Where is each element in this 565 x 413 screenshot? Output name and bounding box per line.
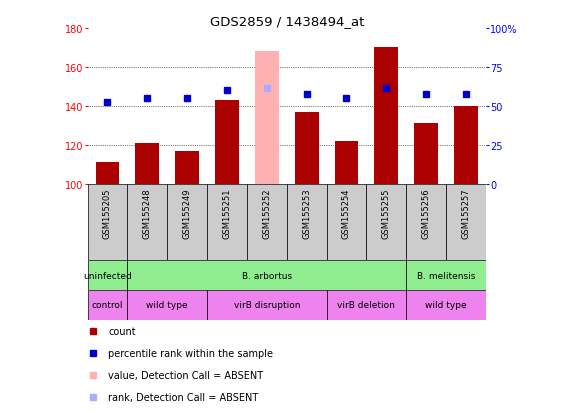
- Text: GSM155249: GSM155249: [182, 188, 192, 238]
- Bar: [128, 290, 207, 320]
- Bar: [454, 107, 478, 184]
- Bar: [287, 184, 327, 261]
- Bar: [375, 48, 398, 184]
- Bar: [247, 184, 287, 261]
- Bar: [88, 184, 128, 261]
- Bar: [88, 261, 128, 290]
- Text: control: control: [92, 301, 123, 310]
- Text: percentile rank within the sample: percentile rank within the sample: [108, 348, 273, 358]
- Bar: [327, 184, 367, 261]
- Bar: [334, 142, 358, 184]
- Bar: [95, 163, 119, 184]
- Bar: [88, 290, 128, 320]
- Text: virB deletion: virB deletion: [337, 301, 396, 310]
- Bar: [406, 261, 486, 290]
- Text: GSM155257: GSM155257: [462, 188, 471, 239]
- Bar: [128, 261, 406, 290]
- Text: GSM155255: GSM155255: [382, 188, 391, 238]
- Bar: [207, 184, 247, 261]
- Text: count: count: [108, 327, 136, 337]
- Text: GSM155205: GSM155205: [103, 188, 112, 238]
- Bar: [406, 290, 486, 320]
- Text: GSM155248: GSM155248: [143, 188, 152, 239]
- Bar: [295, 112, 319, 184]
- Bar: [128, 184, 167, 261]
- Text: rank, Detection Call = ABSENT: rank, Detection Call = ABSENT: [108, 392, 259, 401]
- Text: value, Detection Call = ABSENT: value, Detection Call = ABSENT: [108, 370, 263, 380]
- Bar: [446, 184, 486, 261]
- Bar: [167, 184, 207, 261]
- Text: virB disruption: virB disruption: [233, 301, 300, 310]
- Text: GSM155252: GSM155252: [262, 188, 271, 238]
- Text: GSM155253: GSM155253: [302, 188, 311, 239]
- Bar: [175, 151, 199, 184]
- Text: uninfected: uninfected: [83, 271, 132, 280]
- Bar: [327, 290, 406, 320]
- Text: GSM155251: GSM155251: [223, 188, 232, 238]
- Text: B. arbortus: B. arbortus: [242, 271, 292, 280]
- Text: B. melitensis: B. melitensis: [417, 271, 475, 280]
- Title: GDS2859 / 1438494_at: GDS2859 / 1438494_at: [210, 15, 364, 28]
- Bar: [414, 124, 438, 184]
- Text: wild type: wild type: [146, 301, 188, 310]
- Bar: [215, 101, 239, 184]
- Bar: [207, 290, 327, 320]
- Bar: [136, 143, 159, 184]
- Text: GSM155256: GSM155256: [421, 188, 431, 239]
- Bar: [367, 184, 406, 261]
- Text: GSM155254: GSM155254: [342, 188, 351, 238]
- Bar: [255, 52, 279, 184]
- Bar: [406, 184, 446, 261]
- Text: wild type: wild type: [425, 301, 467, 310]
